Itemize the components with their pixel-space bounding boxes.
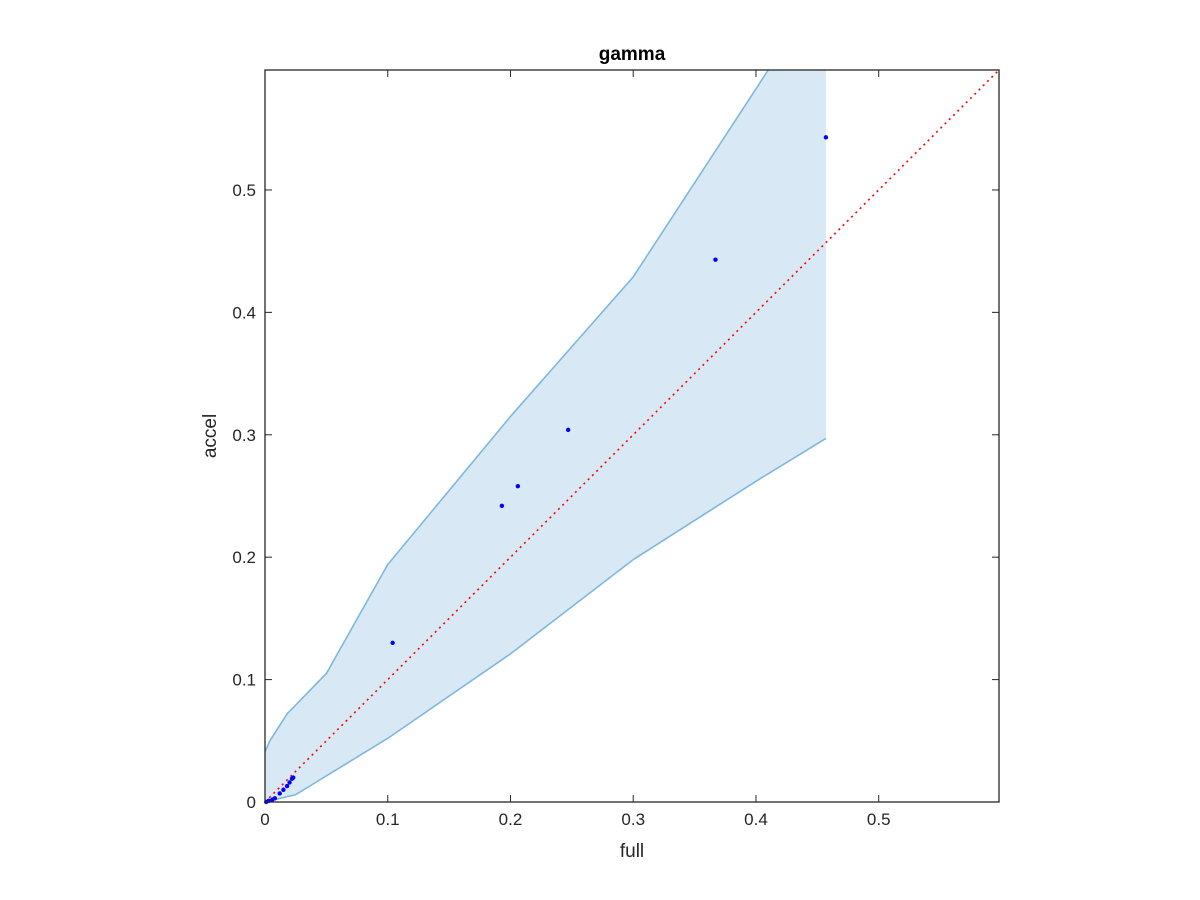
x-axis-label: full [620,841,644,862]
chart-title: gamma [599,44,666,65]
y-tick-label: 0.5 [232,181,256,200]
x-tick-label: 0.5 [867,810,891,829]
y-tick-label: 0.2 [232,548,256,567]
data-point [287,780,292,785]
data-point [390,640,395,646]
y-tick-label: 0.3 [232,426,256,445]
data-point [284,783,290,789]
data-point [281,787,286,792]
data-point [277,791,282,796]
y-tick-label: 0.4 [232,303,256,322]
axes-box [264,69,1000,803]
x-tick-label: 0.2 [499,810,523,829]
band-upper-edge [264,69,769,753]
data-point [565,427,571,433]
plot-area: 0 0.1 0.2 0.3 0.4 0.5 0 0.1 0.2 0.3 0.4 0.5 [232,69,1000,829]
x-tick-label: 0.3 [621,810,645,829]
confidence-band [265,70,826,802]
x-tick-label: 0.1 [376,810,400,829]
y-axis-label: accel [200,414,221,458]
data-point [823,135,829,140]
band-lower-edge [264,437,827,803]
x-tick-label: 0 [260,810,269,829]
data-point [272,796,278,801]
x-tick-label: 0.4 [744,810,768,829]
data-point [713,257,718,262]
data-point [499,503,505,508]
data-point [291,775,296,780]
data-point [515,483,521,489]
y-tick-label: 0.1 [232,671,256,690]
y-tick-label: 0 [247,793,256,812]
